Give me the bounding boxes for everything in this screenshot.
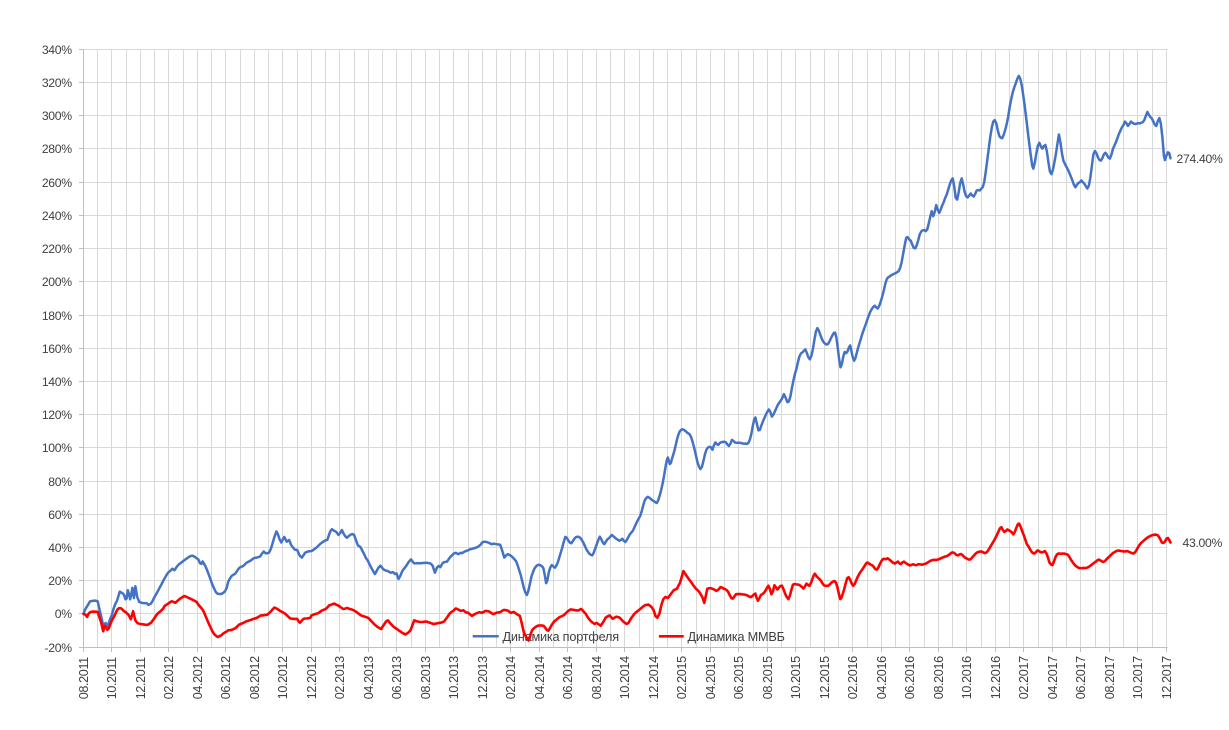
svg-text:300%: 300% <box>42 109 72 123</box>
svg-text:320%: 320% <box>42 76 72 90</box>
svg-text:02.2014: 02.2014 <box>504 656 518 699</box>
svg-text:04.2014: 04.2014 <box>533 656 547 699</box>
svg-text:10.2011: 10.2011 <box>105 657 119 699</box>
svg-text:02.2017: 02.2017 <box>1017 656 1031 699</box>
svg-text:08.2011: 08.2011 <box>77 657 91 699</box>
svg-text:100%: 100% <box>42 441 72 455</box>
svg-text:200%: 200% <box>42 275 72 289</box>
svg-text:12.2014: 12.2014 <box>647 656 661 699</box>
svg-text:02.2013: 02.2013 <box>333 656 347 699</box>
svg-text:12.2013: 12.2013 <box>476 656 490 699</box>
svg-text:180%: 180% <box>42 309 72 323</box>
svg-text:20%: 20% <box>48 574 72 588</box>
svg-text:10.2015: 10.2015 <box>789 656 803 699</box>
svg-text:06.2016: 06.2016 <box>903 656 917 699</box>
svg-text:08.2012: 08.2012 <box>248 656 262 699</box>
svg-text:04.2016: 04.2016 <box>875 656 889 699</box>
svg-text:10.2017: 10.2017 <box>1131 656 1145 699</box>
svg-text:02.2015: 02.2015 <box>675 656 689 699</box>
svg-text:43.00%: 43.00% <box>1183 536 1223 550</box>
svg-text:274.40%: 274.40% <box>1177 152 1223 166</box>
svg-text:02.2016: 02.2016 <box>846 656 860 699</box>
svg-text:Динамика ММВБ: Динамика ММВБ <box>688 630 785 644</box>
svg-text:08.2016: 08.2016 <box>932 656 946 699</box>
svg-text:06.2015: 06.2015 <box>732 656 746 699</box>
svg-text:12.2012: 12.2012 <box>305 656 319 699</box>
svg-text:06.2012: 06.2012 <box>219 656 233 699</box>
svg-text:340%: 340% <box>42 43 72 57</box>
svg-text:40%: 40% <box>48 541 72 555</box>
svg-text:260%: 260% <box>42 176 72 190</box>
svg-text:0%: 0% <box>55 607 72 621</box>
svg-text:04.2012: 04.2012 <box>191 656 205 699</box>
svg-text:12.2011: 12.2011 <box>134 657 148 699</box>
svg-text:Динамика портфеля: Динамика портфеля <box>503 630 619 644</box>
svg-text:140%: 140% <box>42 375 72 389</box>
svg-text:04.2013: 04.2013 <box>362 656 376 699</box>
svg-text:08.2015: 08.2015 <box>761 656 775 699</box>
svg-text:06.2013: 06.2013 <box>390 656 404 699</box>
svg-text:04.2017: 04.2017 <box>1046 656 1060 699</box>
svg-text:12.2017: 12.2017 <box>1160 656 1174 699</box>
svg-text:06.2017: 06.2017 <box>1074 656 1088 699</box>
svg-text:60%: 60% <box>48 508 72 522</box>
svg-text:120%: 120% <box>42 408 72 422</box>
svg-text:04.2015: 04.2015 <box>704 656 718 699</box>
svg-text:10.2014: 10.2014 <box>618 656 632 699</box>
svg-text:08.2017: 08.2017 <box>1103 656 1117 699</box>
svg-text:10.2016: 10.2016 <box>960 656 974 699</box>
svg-text:10.2012: 10.2012 <box>276 656 290 699</box>
svg-text:280%: 280% <box>42 142 72 156</box>
svg-text:10.2013: 10.2013 <box>447 656 461 699</box>
svg-text:240%: 240% <box>42 209 72 223</box>
svg-text:160%: 160% <box>42 342 72 356</box>
svg-text:220%: 220% <box>42 242 72 256</box>
svg-text:06.2014: 06.2014 <box>561 656 575 699</box>
svg-text:08.2013: 08.2013 <box>419 656 433 699</box>
svg-text:12.2015: 12.2015 <box>818 656 832 699</box>
svg-text:80%: 80% <box>48 475 72 489</box>
svg-text:-20%: -20% <box>45 641 73 655</box>
svg-text:08.2014: 08.2014 <box>590 656 604 699</box>
svg-text:12.2016: 12.2016 <box>989 656 1003 699</box>
svg-text:02.2012: 02.2012 <box>162 656 176 699</box>
